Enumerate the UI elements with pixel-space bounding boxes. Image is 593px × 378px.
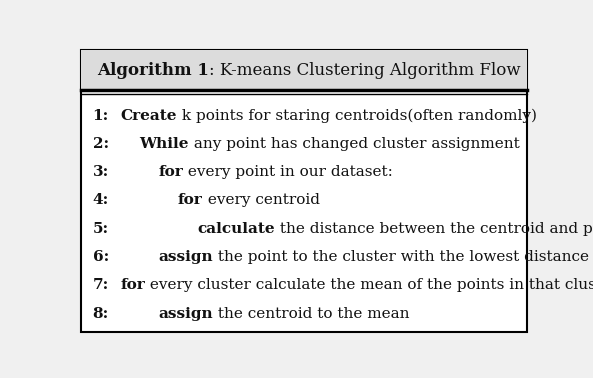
Text: assign: assign xyxy=(159,250,213,264)
Text: for: for xyxy=(159,165,183,179)
Text: for: for xyxy=(178,194,203,208)
Text: the point to the cluster with the lowest distance: the point to the cluster with the lowest… xyxy=(213,250,589,264)
Text: While: While xyxy=(139,137,189,151)
Text: 7:: 7: xyxy=(93,278,109,292)
Text: any point has changed cluster assignment: any point has changed cluster assignment xyxy=(189,137,519,151)
Bar xyxy=(81,50,527,90)
Text: k points for staring centroids(often randomly): k points for staring centroids(often ran… xyxy=(177,108,537,123)
Text: 5:: 5: xyxy=(93,222,109,236)
Text: 3:: 3: xyxy=(93,165,109,179)
Text: 4:: 4: xyxy=(93,194,109,208)
Text: every centroid: every centroid xyxy=(203,194,320,208)
Text: every point in our dataset:: every point in our dataset: xyxy=(183,165,393,179)
Text: 6:: 6: xyxy=(93,250,109,264)
Text: 2:: 2: xyxy=(93,137,109,151)
Text: the centroid to the mean: the centroid to the mean xyxy=(213,307,410,321)
Text: calculate: calculate xyxy=(197,222,275,236)
Text: Algorithm 1: Algorithm 1 xyxy=(97,62,209,79)
Text: : K-means Clustering Algorithm Flow: : K-means Clustering Algorithm Flow xyxy=(209,62,521,79)
Text: for: for xyxy=(120,278,145,292)
Text: every cluster calculate the mean of the points in that cluster: every cluster calculate the mean of the … xyxy=(145,278,593,292)
Text: 8:: 8: xyxy=(93,307,109,321)
Text: the distance between the centroid and point: the distance between the centroid and po… xyxy=(275,222,593,236)
Text: Create: Create xyxy=(120,108,177,122)
Text: assign: assign xyxy=(159,307,213,321)
Text: 1:: 1: xyxy=(93,108,109,122)
